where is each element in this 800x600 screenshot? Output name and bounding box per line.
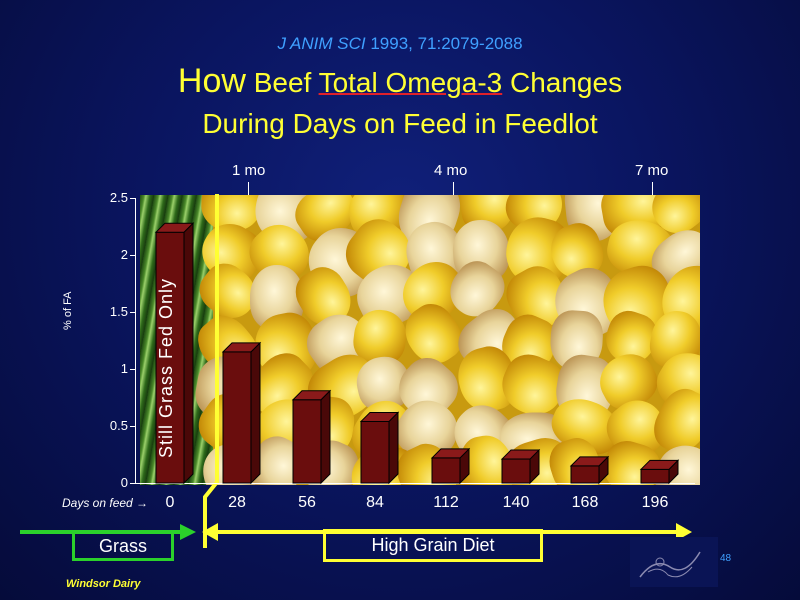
x-axis-line: [135, 483, 695, 484]
days-on-feed-label: Days on feed →: [62, 496, 149, 510]
journal-name: J ANIM SCI: [277, 34, 366, 53]
month-marker-7: 7 mo: [635, 162, 669, 179]
y-tick-mark: [130, 198, 136, 199]
bar-84: [359, 411, 400, 485]
grain-arrow-head-right: [676, 523, 692, 541]
dairy-logo: [630, 537, 718, 587]
legend-grass: Grass: [72, 531, 174, 561]
diet-divider-line: [203, 194, 219, 548]
y-tick-label: 1: [120, 361, 128, 376]
bar-168: [569, 455, 610, 485]
grain-arrow-head-left: [202, 523, 218, 541]
month-tick-1: [248, 182, 249, 196]
y-tick-mark: [130, 312, 136, 313]
y-tick-label: 2: [120, 247, 128, 262]
bar-140: [500, 448, 541, 485]
grass-arrow-head: [180, 524, 196, 540]
y-tick-label: 0: [120, 475, 128, 490]
x-tick-label: 28: [228, 494, 246, 511]
x-tick-label: 168: [571, 494, 599, 511]
title-underlined: Total Omega-3: [318, 67, 503, 98]
x-tick-label: 196: [641, 494, 669, 511]
bar-0: [154, 221, 195, 485]
x-tick-label: 84: [366, 494, 384, 511]
month-marker-1: 1 mo: [232, 162, 266, 179]
y-tick-mark: [130, 369, 136, 370]
citation: J ANIM SCI 1993, 71:2079-2088: [0, 34, 800, 54]
legend-grain: High Grain Diet: [323, 529, 543, 562]
title-part2: Changes: [502, 67, 623, 98]
x-tick-label: 112: [433, 494, 459, 511]
title-line-2: During Days on Feed in Feedlot: [202, 108, 598, 139]
bar-112: [430, 447, 471, 485]
citation-ref: 1993, 71:2079-2088: [365, 34, 523, 53]
bar-28: [221, 341, 262, 485]
y-tick-mark: [130, 426, 136, 427]
month-tick-7: [652, 182, 653, 196]
month-marker-4: 4 mo: [434, 162, 468, 179]
y-tick-label: 0.5: [109, 418, 128, 433]
title-how: How: [177, 62, 246, 100]
bar-196: [639, 459, 680, 485]
bar-56: [291, 389, 332, 485]
month-tick-4: [453, 182, 454, 196]
y-axis-line: [135, 198, 136, 483]
y-tick-label: 1.5: [109, 304, 128, 319]
x-tick-label: 140: [502, 494, 530, 511]
y-tick-label: 2.5: [109, 190, 128, 205]
page-number: 48: [720, 553, 732, 564]
title-part1: Beef: [245, 67, 319, 98]
footer-brand: Windsor Dairy: [66, 578, 141, 590]
x-tick-label: 56: [298, 494, 316, 511]
grass-bar-label: Still Grass Fed Only: [156, 278, 177, 458]
title-line-1: How Beef Total Omega-3 Changes: [0, 62, 800, 101]
y-tick-mark: [130, 483, 136, 484]
x-tick-label: 0: [165, 494, 175, 511]
y-tick-mark: [130, 255, 136, 256]
